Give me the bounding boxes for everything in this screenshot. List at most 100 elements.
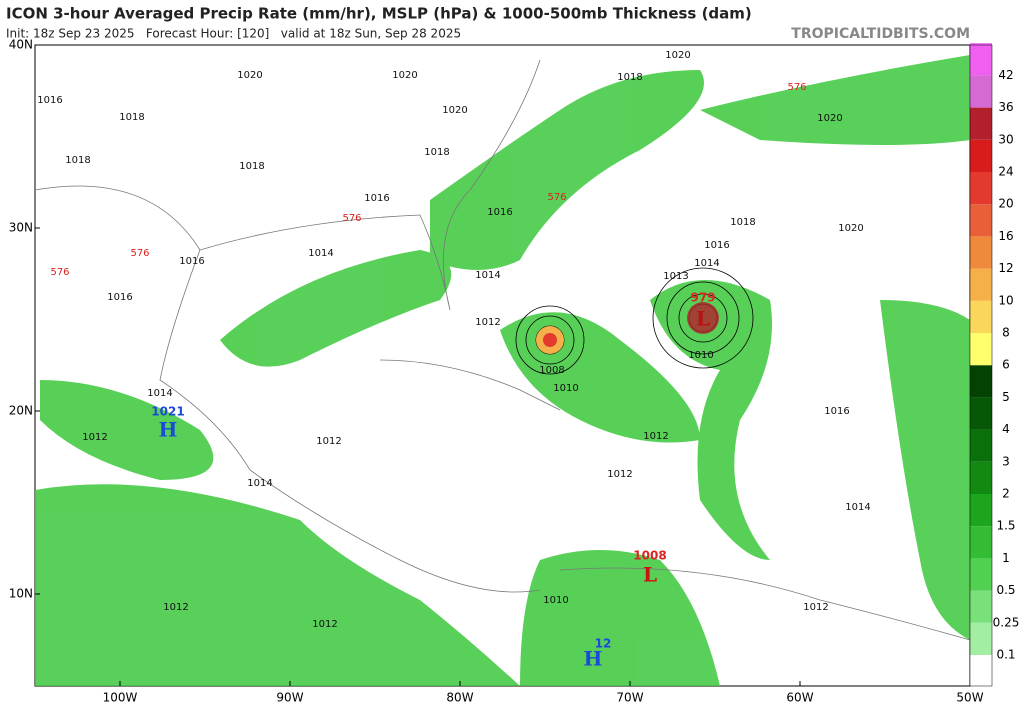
colorbar-segment [970,172,992,205]
colorbar-segment [970,43,992,76]
isobar-label: 1016 [364,193,389,204]
isobar-label: 1020 [442,105,467,116]
colorbar-segment [970,655,992,686]
lon-label: 80W [446,691,473,705]
colorbar-label: 0.25 [993,615,1020,629]
isobar-label: 1012 [607,469,632,480]
isobar-label: 1010 [553,383,578,394]
colorbar-segment [970,333,992,366]
isobar-label: 1016 [37,95,62,106]
colorbar-label: 5 [1002,390,1010,404]
isobar-label: 1010 [688,350,713,361]
colorbar-label: 0.5 [996,583,1015,597]
center-letter: L [643,563,657,587]
colorbar-segment [970,365,992,398]
lon-label: 100W [103,691,138,705]
isobar-label: 1012 [163,602,188,613]
isobar-label: 1020 [392,70,417,81]
colorbar-label: 10 [998,293,1013,307]
colorbar-segment [970,558,992,591]
isobar-label: 1020 [665,50,690,61]
storm-core [687,302,719,334]
colorbar-segment [970,461,992,494]
thickness-label: 576 [787,82,806,93]
isobar-label: 1020 [237,70,262,81]
lon-label: 90W [276,691,303,705]
colorbar-segment [970,494,992,527]
isobar-label: 1016 [487,207,512,218]
storm-core [543,333,557,347]
center-letter: H [159,418,178,442]
isobar-label: 1014 [475,270,500,281]
colorbar-segment [970,300,992,333]
thickness-label: 576 [342,213,361,224]
subtitle: Init: 18z Sep 23 2025 Forecast Hour: [12… [6,27,461,41]
colorbar-segment [970,75,992,108]
lon-label: 60W [786,691,813,705]
thickness-label: 576 [547,192,566,203]
isobar-label: 1010 [543,595,568,606]
colorbar-label: 20 [998,197,1013,211]
isobar-label: 1012 [803,602,828,613]
storm-rings [515,267,754,375]
isobar-label: 1008 [539,365,564,376]
center-letter: H [584,647,603,671]
isobar-label: 1020 [838,223,863,234]
colorbar-label: 16 [998,229,1013,243]
isobar-label: 1016 [824,406,849,417]
lon-label: 70W [616,691,643,705]
colorbar-segment [970,429,992,462]
colorbar-label: 0.1 [996,648,1015,662]
map [34,44,971,687]
isobar-label: 1016 [107,292,132,303]
colorbar-label: 42 [998,68,1013,82]
isobar-label: 1014 [308,248,333,259]
colorbar-segment [970,204,992,237]
isobar-label: 1013 [663,271,688,282]
coastlines [34,59,971,641]
center-letter: L [696,307,710,331]
colorbar-label: 36 [998,100,1013,114]
isobar-label: 1018 [730,217,755,228]
center-pressure: 1008 [633,549,666,563]
lat-label: 30N [9,221,33,235]
colorbar-segment [970,268,992,301]
colorbar-label: 2 [1002,487,1010,501]
isobar-label: 1018 [424,147,449,158]
isobar-label: 1020 [817,113,842,124]
colorbar-label: 24 [998,165,1013,179]
precip [35,55,970,686]
lat-label: 10N [9,587,33,601]
colorbar-segment [970,526,992,559]
colorbar-label: 4 [1002,422,1010,436]
isobar-label: 1018 [617,72,642,83]
isobar-label: 1014 [845,502,870,513]
isobar-label: 1014 [147,388,172,399]
colorbar-segment [970,139,992,172]
isobar-label: 1018 [119,112,144,123]
colorbar-segment [970,622,992,655]
center-pressure: 1021 [151,405,184,419]
isobar-label: 1012 [316,436,341,447]
colorbar-label: 3 [1002,454,1010,468]
isobar-label: 1014 [694,258,719,269]
thickness-label: 576 [130,248,149,259]
colorbar-label: 30 [998,132,1013,146]
colorbar-label: 6 [1002,358,1010,372]
isobar-label: 1012 [643,431,668,442]
colorbar-frame [969,44,993,687]
isobar-label: 1016 [704,240,729,251]
title: ICON 3-hour Averaged Precip Rate (mm/hr)… [6,5,752,23]
lat-label: 20N [9,404,33,418]
isobar-label: 1018 [239,161,264,172]
colorbar-label: 1.5 [996,519,1015,533]
lat-label: 40N [9,38,33,52]
watermark: TROPICALTIDBITS.COM [791,26,970,42]
isobar-label: 1012 [475,317,500,328]
colorbar-label: 8 [1002,326,1010,340]
colorbar-label: 12 [998,261,1013,275]
colorbar-segment [970,236,992,269]
colorbar-segment [970,397,992,430]
isobar-label: 1018 [65,155,90,166]
